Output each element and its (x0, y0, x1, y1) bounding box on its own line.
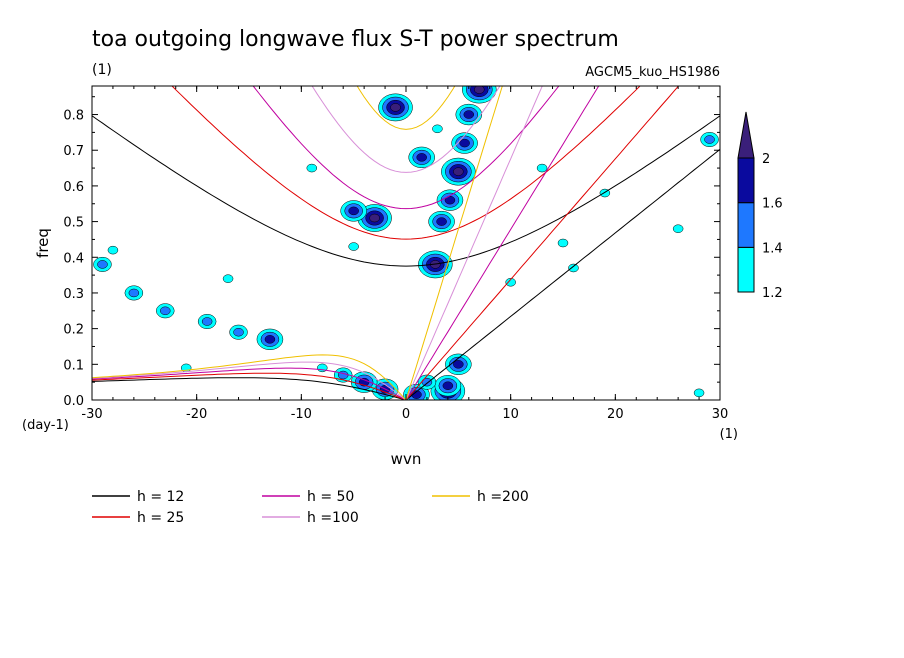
title-unit: (1) (92, 62, 112, 78)
power-region (306, 163, 318, 173)
x-tick-label: -10 (291, 407, 312, 422)
y-tick-label: 0.6 (63, 180, 84, 195)
legend-label: h = 25 (137, 510, 184, 526)
dispersion-curve (92, 361, 407, 400)
power-region (97, 260, 108, 269)
x-tick-label: -30 (81, 407, 102, 422)
colorbar-box (737, 202, 755, 248)
y-tick-label: 0.1 (63, 358, 84, 373)
power-region (672, 224, 684, 233)
power-region (453, 167, 464, 176)
power-region (436, 217, 447, 226)
power-region (505, 278, 516, 287)
power-region (474, 86, 485, 94)
power-region (128, 288, 140, 298)
legend-label: h = 50 (307, 489, 354, 505)
x-tick-label: -20 (186, 407, 207, 422)
power-region (201, 317, 213, 326)
x-tick-label: 20 (607, 407, 624, 422)
colorbar-box (737, 246, 755, 293)
power-region (348, 206, 359, 216)
power-region (222, 274, 234, 283)
power-region (233, 327, 244, 337)
power-region (390, 103, 401, 112)
power-region (160, 306, 171, 316)
dispersion-curve (405, 86, 543, 400)
dispersion-curve (405, 148, 720, 400)
dispersion-curve (92, 377, 407, 400)
dispersion-curve (92, 115, 720, 267)
dispersion-curve (92, 367, 407, 400)
y-tick-label: 0.8 (63, 109, 84, 124)
power-region (453, 360, 464, 369)
colorbar-triangle (737, 111, 755, 159)
legend-label: h =100 (307, 510, 359, 526)
x-axis-unit: (1) (720, 427, 738, 442)
dispersion-curve (92, 372, 407, 400)
power-region (704, 135, 715, 144)
dispersion-curve (405, 86, 503, 400)
y-tick-label: 0.0 (63, 394, 84, 409)
dispersion-curve (252, 86, 560, 210)
model-label: AGCM5_kuo_HS1986 (585, 65, 720, 80)
power-region (107, 245, 119, 255)
y-axis-label: freq (34, 228, 52, 258)
power-spectrum-contours (93, 86, 719, 400)
colorbar: 1.2 1.4 1.6 2 (737, 111, 783, 301)
y-tick-label: 0.4 (63, 251, 84, 266)
y-axis-unit: (day-1) (22, 418, 69, 433)
colorbar-box (737, 157, 755, 204)
power-region (369, 213, 380, 223)
dispersion-curve (405, 86, 680, 400)
legend: h = 12 h = 25 h = 50 h =100 h =200 (92, 489, 529, 526)
chart-title: toa outgoing longwave flux S-T power spe… (92, 27, 619, 52)
colorbar-label: 1.6 (762, 197, 783, 212)
colorbar-label: 2 (762, 152, 770, 167)
power-region (432, 124, 443, 134)
power-region (693, 388, 705, 398)
power-region (411, 390, 422, 399)
x-tick-label: 0 (402, 407, 410, 422)
y-tick-label: 0.5 (63, 216, 84, 231)
x-tick-label: 10 (502, 407, 519, 422)
legend-label: h = 12 (137, 489, 184, 505)
dispersion-curve (171, 86, 641, 240)
x-axis-label: wvn (391, 450, 422, 468)
y-tick-label: 0.2 (63, 323, 84, 338)
dispersion-curve (311, 86, 501, 173)
plot-frame (91, 85, 721, 401)
dispersion-curve (356, 86, 456, 130)
power-region (557, 238, 569, 248)
power-region (416, 153, 427, 162)
dispersion-curve (405, 86, 600, 400)
colorbar-label: 1.4 (762, 241, 783, 256)
x-tick-label: 30 (712, 407, 729, 422)
y-tick-label: 0.3 (63, 287, 84, 302)
legend-label: h =200 (477, 489, 529, 505)
power-region (459, 138, 470, 148)
y-tick-label: 0.7 (63, 144, 84, 159)
power-region (264, 335, 276, 344)
dispersion-curve (92, 354, 407, 400)
power-region (442, 381, 454, 390)
power-region (463, 110, 475, 119)
dispersion-curves (92, 86, 720, 400)
power-region (536, 163, 548, 173)
axis-ticks: -30 -20 -10 0 10 20 30 0.0 0.1 0.2 0.3 0.4 0.5 0.6 0.7… (63, 86, 728, 422)
colorbar-label: 1.2 (762, 286, 783, 301)
power-region (568, 263, 579, 273)
power-region (348, 242, 359, 251)
